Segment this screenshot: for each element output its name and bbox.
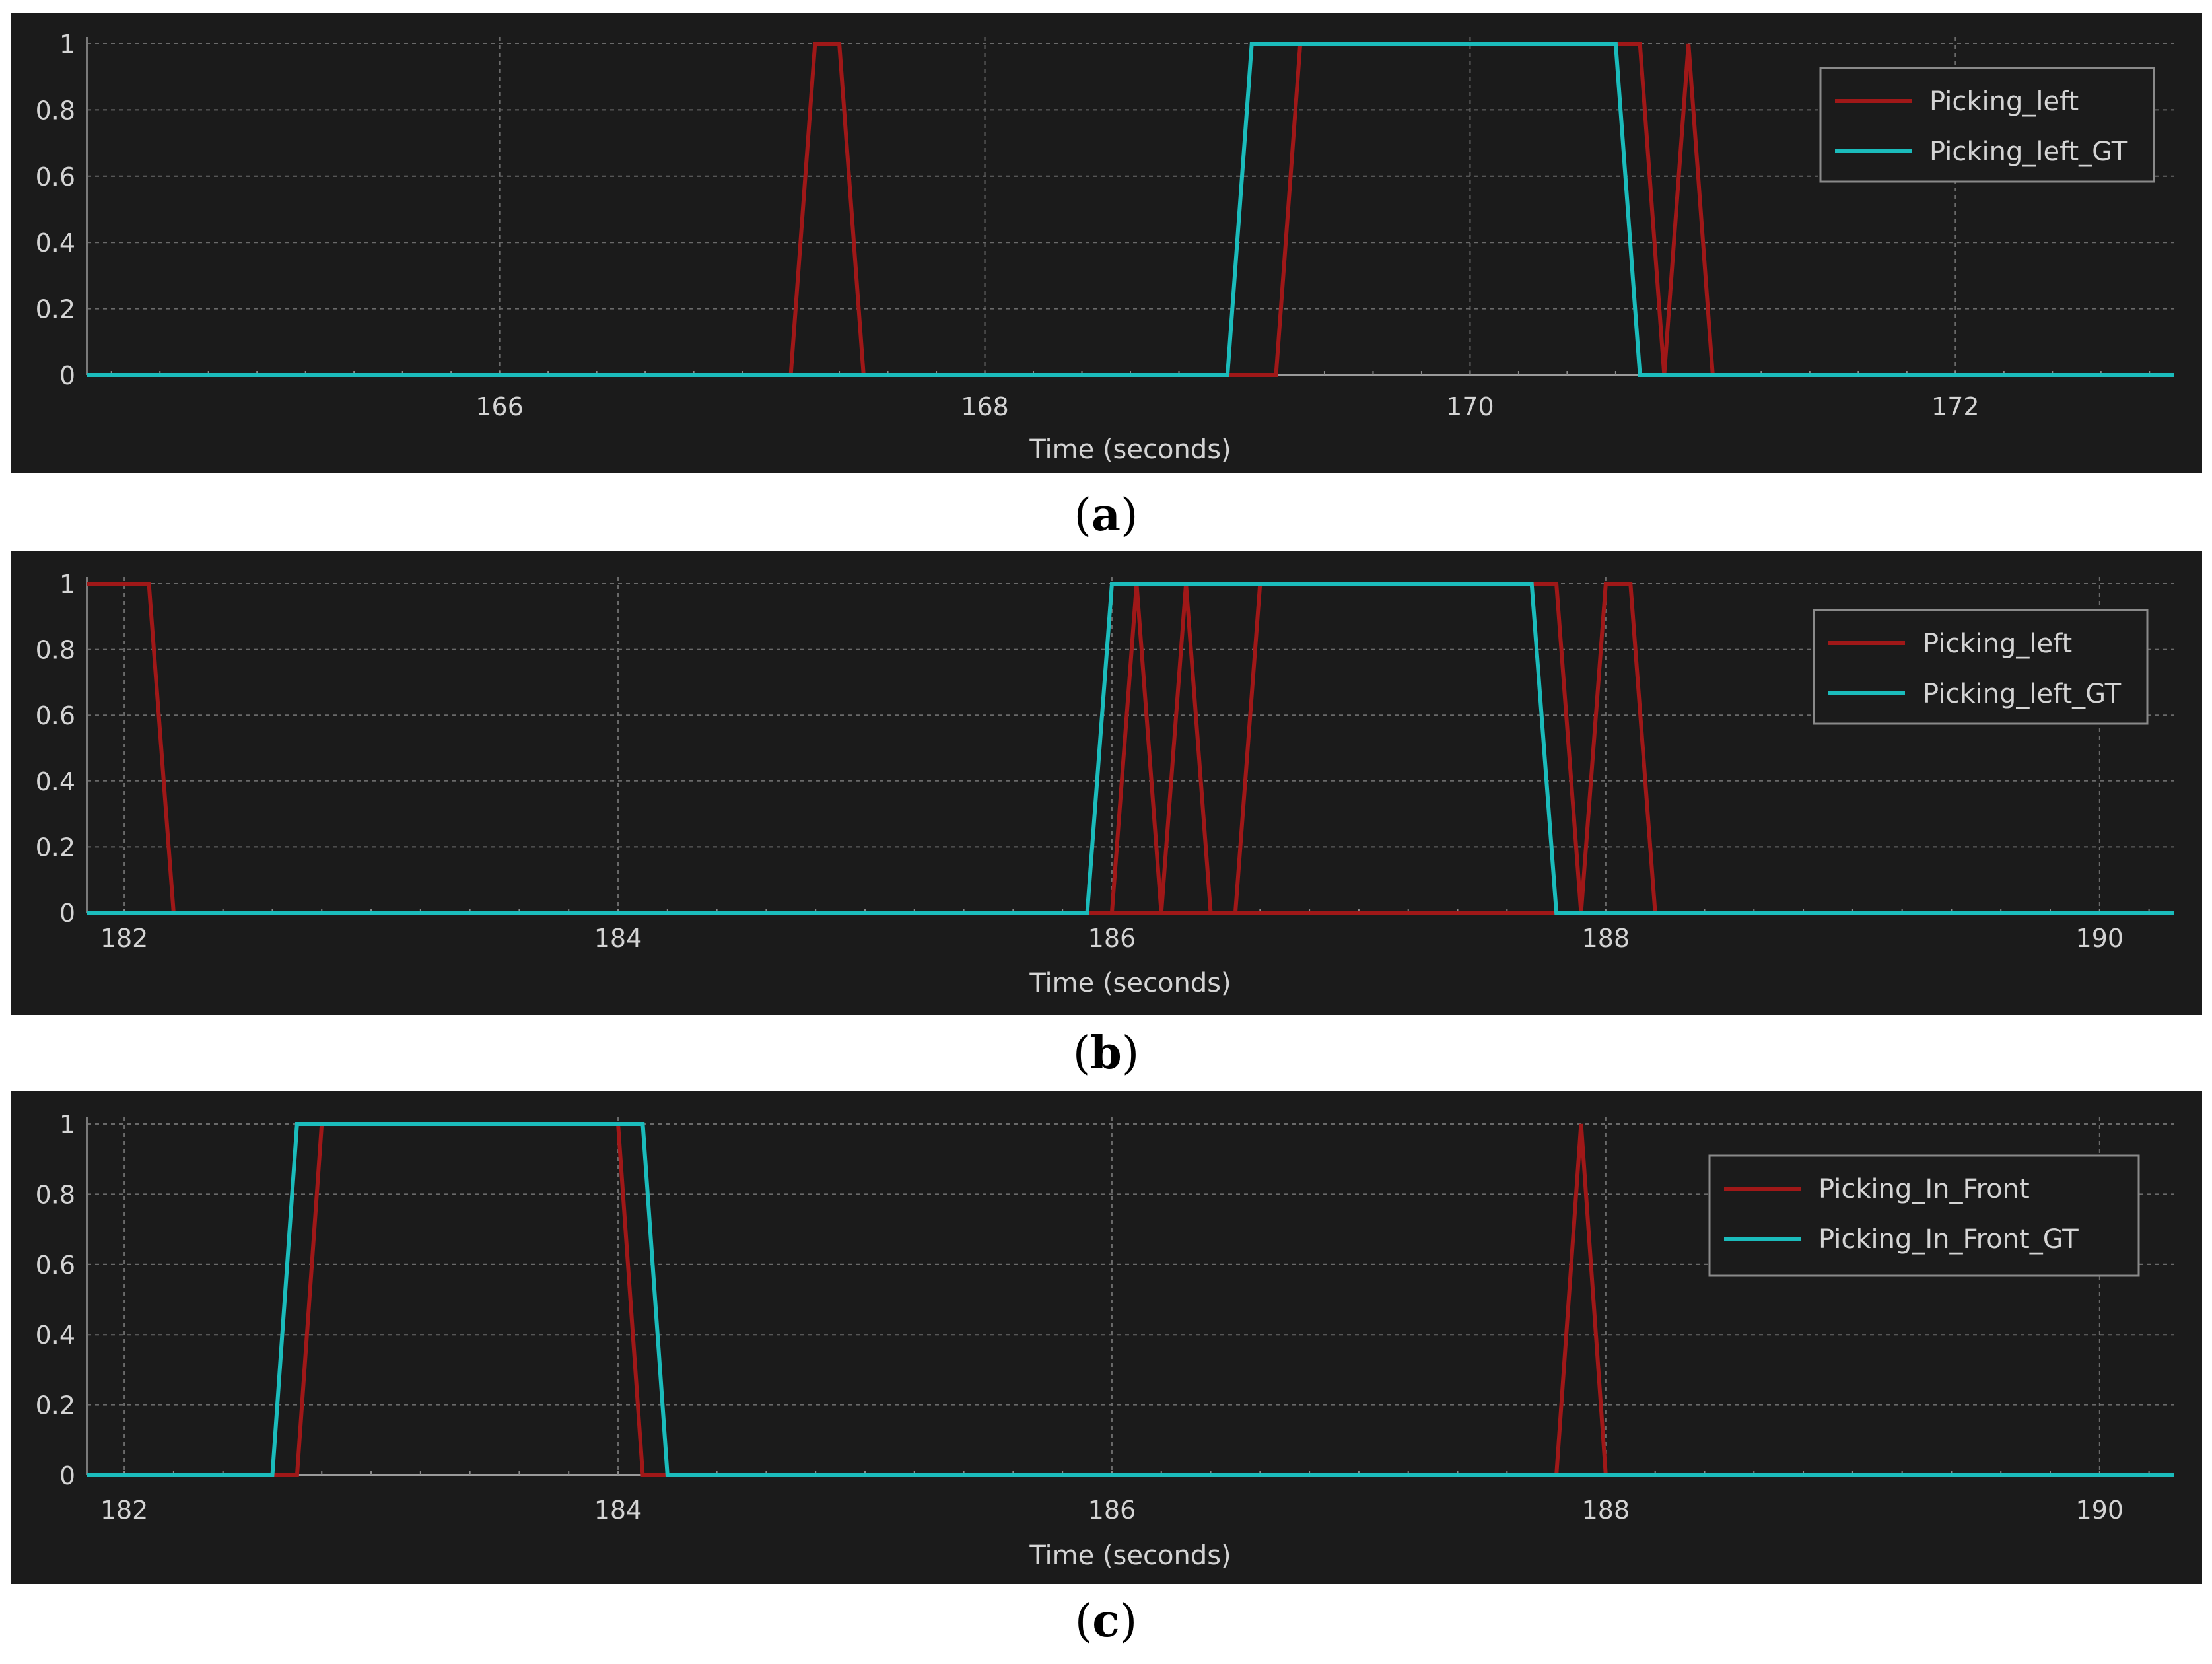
- legend-label-c-1: Picking_In_Front_GT: [1818, 1224, 2079, 1255]
- x-tick-label-b: 182: [100, 924, 149, 953]
- caption-b: (b): [1072, 1027, 1140, 1080]
- y-tick-label-a: 0.2: [36, 295, 75, 324]
- y-tick-label-a: 0.6: [36, 162, 75, 191]
- y-tick-label-a: 0.8: [36, 96, 75, 125]
- chart-svg-c: 0 0.2 0.4 0.6 0.8 1 182 184 186 188 190 Time (secon…: [36, 1110, 2174, 1571]
- x-tick-label-b: 184: [594, 924, 642, 953]
- series-line-c-0-0: [87, 1122, 2174, 1477]
- series-line-a-0-0: [87, 42, 2174, 377]
- y-tick-label-b: 0.6: [36, 701, 75, 730]
- series-line-a-1-0: [87, 42, 2174, 377]
- x-axis-label-a: Time (seconds): [1029, 434, 1231, 465]
- legend-label-c-0: Picking_In_Front: [1818, 1174, 2030, 1204]
- caption-a: (a): [1074, 489, 1138, 541]
- y-tick-label-c: 0.8: [36, 1180, 75, 1209]
- y-tick-label-b: 0.8: [36, 636, 75, 665]
- x-tick-label-c: 184: [594, 1496, 642, 1525]
- series-line-b-0-0: [87, 582, 2174, 915]
- y-tick-label-c: 0: [59, 1461, 75, 1490]
- legend-box-a: [1819, 67, 2155, 183]
- x-tick-label-b: 186: [1088, 924, 1136, 953]
- caption-c-letter: c: [1092, 1595, 1120, 1647]
- chart-svg-b: 0 0.2 0.4 0.6 0.8 1 182 184 186 188 190 Time (secon…: [36, 570, 2174, 998]
- x-tick-label-b: 190: [2076, 924, 2124, 953]
- series-line-c-1-0: [87, 1122, 2174, 1477]
- chart-svg-a: 0 0.2 0.4 0.6 0.8 1 166 168 170 172 Time (seconds)…: [36, 30, 2174, 465]
- legend-label-a-1: Picking_left_GT: [1929, 137, 2128, 167]
- y-tick-label-a: 0: [59, 361, 75, 390]
- x-tick-label-c: 186: [1088, 1496, 1136, 1525]
- chart-panel-a: 0 0.2 0.4 0.6 0.8 1 166 168 170 172 Time (seconds)…: [11, 13, 2202, 473]
- series-line-b-1-0: [87, 582, 2174, 915]
- y-tick-label-c: 0.6: [36, 1251, 75, 1280]
- y-tick-label-c: 1: [59, 1110, 75, 1139]
- caption-c: (c): [1074, 1595, 1138, 1647]
- legend-box-b: [1813, 609, 2149, 725]
- x-axis-label-c: Time (seconds): [1029, 1541, 1231, 1571]
- y-tick-label-a: 1: [59, 30, 75, 59]
- x-axis-label-b: Time (seconds): [1029, 968, 1231, 998]
- x-tick-label-c: 188: [1582, 1496, 1630, 1525]
- x-tick-label-b: 188: [1582, 924, 1630, 953]
- y-tick-label-b: 0.4: [36, 767, 75, 796]
- chart-panel-b: 0 0.2 0.4 0.6 0.8 1 182 184 186 188 190 Time (secon…: [11, 551, 2202, 1015]
- y-tick-label-b: 1: [59, 570, 75, 599]
- chart-panel-c: 0 0.2 0.4 0.6 0.8 1 182 184 186 188 190 Time (secon…: [11, 1091, 2202, 1584]
- y-tick-label-b: 0.2: [36, 833, 75, 862]
- y-tick-label-c: 0.4: [36, 1321, 75, 1350]
- x-tick-label-c: 182: [100, 1496, 149, 1525]
- y-tick-label-a: 0.4: [36, 228, 75, 258]
- y-tick-label-b: 0: [59, 899, 75, 928]
- legend-label-b-0: Picking_left: [1923, 629, 2072, 659]
- legend-label-a-0: Picking_left: [1929, 87, 2079, 117]
- series-line-b-0-1: [1087, 582, 2174, 915]
- legend-box-c: [1708, 1154, 2140, 1277]
- x-tick-label-c: 190: [2076, 1496, 2124, 1525]
- x-tick-label-a: 172: [1931, 392, 1980, 421]
- caption-b-letter: b: [1090, 1027, 1122, 1080]
- y-tick-label-c: 0.2: [36, 1391, 75, 1420]
- x-tick-label-a: 168: [961, 392, 1009, 421]
- legend-label-b-1: Picking_left_GT: [1923, 679, 2122, 709]
- x-tick-label-a: 170: [1446, 392, 1494, 421]
- x-tick-label-a: 166: [475, 392, 524, 421]
- caption-a-letter: a: [1091, 489, 1121, 541]
